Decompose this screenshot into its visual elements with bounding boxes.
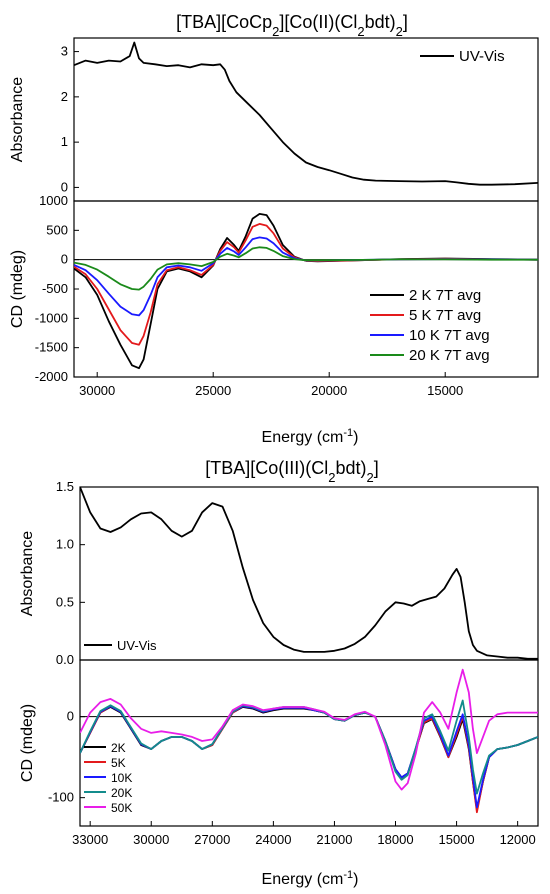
- y-tick-label: -100: [48, 790, 74, 805]
- y-axis-label: CD (mdeg): [19, 704, 36, 782]
- top-figure-title: [TBA][CoCp2][Co(II)(Cl2bdt)2]: [176, 12, 408, 39]
- panel-top-uvvis: 0 1 2 3 Absorbance UV-Vis: [9, 37, 539, 202]
- bottom-figure-title: [TBA][Co(III)(Cl2bdt)2]: [205, 458, 379, 485]
- x-tick-label: 20000: [311, 383, 347, 398]
- y-tick-label: 500: [46, 222, 68, 237]
- x-tick-label: 18000: [377, 832, 413, 847]
- series-line-50k: [80, 668, 538, 791]
- y-axis-label: CD (mdeg): [9, 250, 26, 328]
- plot-frame: [79, 659, 539, 827]
- panel-bottom-cd: -100 0 33000 30000 27000 24000 21000 18000 15000…: [19, 659, 539, 847]
- y-tick-label: 0: [67, 709, 74, 724]
- y-tick-label: 3: [61, 44, 68, 59]
- legend-label: 2 K 7T avg: [409, 287, 481, 304]
- x-tick-label: 25000: [195, 383, 231, 398]
- legend-label: 2K: [111, 741, 126, 755]
- y-tick-label: 1000: [39, 193, 68, 208]
- legend-label: 5 K 7T avg: [409, 307, 481, 324]
- panel-bottom-uvvis: 0.0 0.5 1.0 1.5 Absorbance UV-Vis: [19, 479, 539, 667]
- y-tick-label: -2000: [35, 369, 68, 384]
- series-line-20k: [80, 699, 538, 795]
- legend-label: 20 K 7T avg: [409, 347, 490, 364]
- y-tick-label: -500: [42, 281, 68, 296]
- y-tick-label: 0: [61, 179, 68, 194]
- legend-label: UV-Vis: [117, 638, 157, 653]
- legend-label: 10 K 7T avg: [409, 327, 490, 344]
- chart-panels: 0123AbsorbanceUV-Vis-2000-1500-1000-5000…: [9, 37, 539, 847]
- legend-label: 5K: [111, 756, 126, 770]
- y-tick-label: 1: [61, 134, 68, 149]
- panel-top-cd: -2000 -1500 -1000 -500 0 500 1000 30000 25000 200…: [9, 193, 539, 398]
- bottom-figure-xlabel: Energy (cm-1): [262, 869, 359, 888]
- x-tick-label: 30000: [133, 832, 169, 847]
- top-figure-xlabel: Energy (cm-1): [262, 427, 359, 446]
- y-tick-label: 2: [61, 89, 68, 104]
- y-tick-label: 0.5: [56, 594, 74, 609]
- legend-label: UV-Vis: [459, 48, 505, 65]
- x-tick-label: 12000: [500, 832, 536, 847]
- legend-label: 10K: [111, 771, 132, 785]
- y-axis-label: Absorbance: [19, 531, 36, 616]
- x-tick-label: 21000: [316, 832, 352, 847]
- y-tick-label: 1.5: [56, 479, 74, 494]
- y-tick-label: -1500: [35, 340, 68, 355]
- y-tick-label: -1000: [35, 310, 68, 325]
- x-tick-label: 24000: [255, 832, 291, 847]
- x-tick-label: 15000: [427, 383, 463, 398]
- series-line-uv-vis: [80, 487, 538, 660]
- legend-label: 20K: [111, 786, 132, 800]
- series-line-20-k-7t-avg: [74, 246, 538, 291]
- legend-label: 50K: [111, 801, 132, 815]
- x-tick-label: 33000: [72, 832, 108, 847]
- x-tick-label: 15000: [438, 832, 474, 847]
- y-tick-label: 1.0: [56, 537, 74, 552]
- x-tick-label: 30000: [79, 383, 115, 398]
- y-axis-label: Absorbance: [9, 77, 26, 162]
- series-line-uv-vis: [74, 41, 538, 186]
- y-tick-label: 0.0: [56, 652, 74, 667]
- y-tick-label: 0: [61, 252, 68, 267]
- x-tick-label: 27000: [194, 832, 230, 847]
